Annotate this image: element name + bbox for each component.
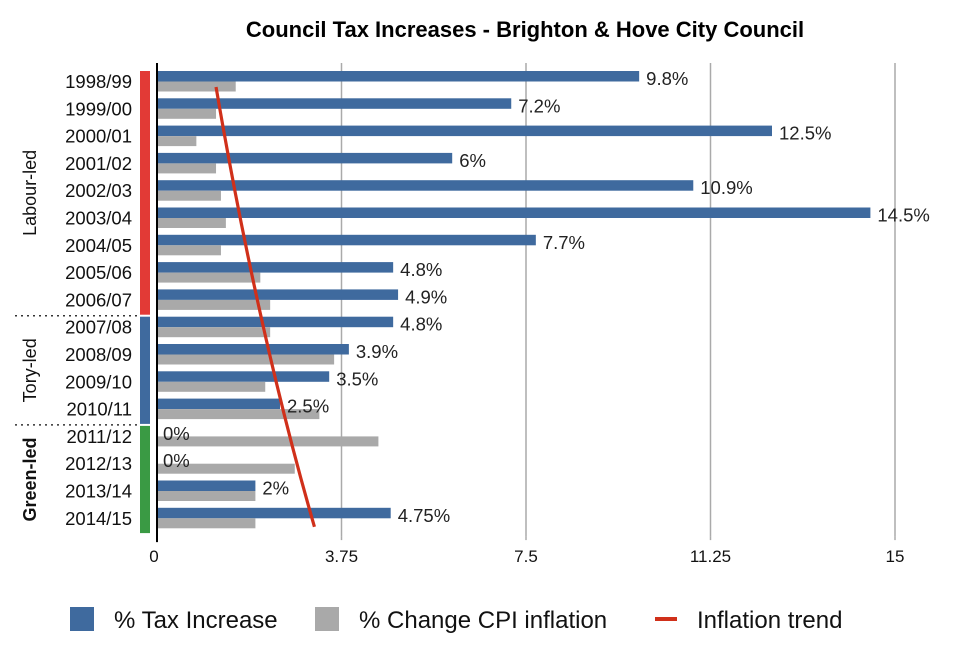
cpi-inflation-bar: [157, 463, 295, 474]
group-color-bar: [140, 71, 150, 315]
category-label: 2011/12: [67, 426, 133, 447]
category-label: 2002/03: [65, 180, 132, 201]
legend-swatch: [315, 607, 339, 631]
axes: [156, 63, 896, 543]
data-label: 7.7%: [543, 232, 585, 253]
cpi-inflation-bar: [157, 518, 256, 529]
x-tick-label: 15: [886, 547, 905, 566]
cpi-inflation-bar: [157, 245, 221, 256]
cpi-inflation-bar: [157, 327, 271, 338]
group-label: Labour-led: [20, 150, 40, 236]
data-label: 2.5%: [287, 396, 329, 417]
data-label: 0%: [163, 423, 190, 444]
tax-increase-bar: [157, 180, 694, 191]
tax-increase-bar: [157, 398, 280, 410]
group-label: Tory-led: [20, 338, 40, 402]
data-label: 14.5%: [877, 205, 929, 226]
tax-increase-bar: [157, 507, 391, 519]
chart-title: Council Tax Increases - Brighton & Hove …: [246, 17, 804, 42]
category-label: 2013/14: [65, 481, 132, 502]
data-label: 12.5%: [779, 123, 831, 144]
cpi-inflation-bar: [157, 354, 335, 365]
cpi-inflation-bar: [157, 190, 221, 201]
data-label: 3.9%: [356, 341, 398, 362]
category-label: 2006/07: [65, 289, 132, 310]
category-label: 2008/09: [65, 344, 132, 365]
group-color-bar: [140, 316, 150, 424]
category-label: 1999/00: [65, 98, 132, 119]
category-label: 2007/08: [65, 317, 132, 338]
category-label: 2004/05: [65, 235, 132, 256]
legend-item: % Change CPI inflation: [315, 607, 607, 634]
category-label: 2010/11: [67, 399, 133, 420]
bars: [157, 71, 871, 529]
tax-increase-bar: [157, 371, 330, 382]
data-label: 10.9%: [700, 177, 752, 198]
tax-increase-bar: [157, 234, 536, 246]
cpi-inflation-bar: [157, 436, 379, 447]
category-label: 2009/10: [65, 371, 132, 392]
trend-line-group: [214, 86, 316, 528]
tax-increase-bar: [157, 207, 871, 218]
category-label: 2005/06: [65, 262, 132, 283]
cpi-inflation-bar: [157, 81, 236, 92]
data-label: 6%: [459, 150, 486, 171]
cpi-inflation-bar: [157, 163, 217, 174]
x-tick-label: 11.25: [690, 547, 731, 566]
cpi-inflation-bar: [157, 272, 261, 283]
legend-label: Inflation trend: [697, 607, 842, 634]
data-label: 4.8%: [400, 259, 442, 280]
data-label: 2%: [262, 478, 289, 499]
tax-increase-bar: [157, 98, 512, 109]
data-label: 7.2%: [518, 95, 560, 116]
legend-swatch: [70, 607, 94, 631]
legend-item: Inflation trend: [655, 607, 842, 634]
category-label: 2014/15: [65, 508, 132, 529]
x-tick-label: 0: [149, 547, 158, 566]
data-label: 4.75%: [398, 505, 450, 526]
data-labels: 9.8% 7.2% 12.5% 6% 10.9% 14.5% 7.7% 4.8% 4.9% 4.8…: [163, 68, 930, 526]
group-color-bar: [140, 425, 150, 534]
legend-label: % Tax Increase: [114, 607, 278, 634]
category-label: 1998/99: [65, 71, 132, 92]
data-label: 4.8%: [400, 314, 442, 335]
tax-increase-bar: [157, 71, 640, 82]
x-tick-label: 7.5: [514, 547, 538, 566]
category-label: 2001/02: [65, 153, 132, 174]
cpi-inflation-bar: [157, 491, 256, 501]
tax-increase-bar: [157, 316, 394, 328]
legend-line-swatch: [655, 617, 677, 621]
category-label: 2012/13: [65, 453, 132, 474]
cpi-inflation-bar: [157, 136, 197, 147]
group-annotations: Labour-led Tory-led Green-led: [15, 71, 150, 534]
tax-increase-bar: [157, 344, 349, 355]
tax-increase-bar: [157, 480, 256, 491]
data-label: 3.5%: [336, 368, 378, 389]
cpi-inflation-bar: [157, 299, 271, 310]
tax-increase-bar: [157, 152, 453, 164]
cpi-inflation-bar: [157, 218, 226, 228]
tax-increase-bar: [157, 289, 399, 300]
category-labels: 1998/99 1999/00 2000/01 2001/02 2002/03 2003/…: [65, 71, 132, 529]
data-label: 4.9%: [405, 286, 447, 307]
legend-item: % Tax Increase: [70, 607, 278, 634]
cpi-inflation-bar: [157, 409, 320, 420]
legend: % Tax Increase % Change CPI inflation Infl…: [70, 607, 842, 634]
group-label: Green-led: [20, 437, 40, 521]
category-label: 2003/04: [65, 208, 132, 229]
legend-label: % Change CPI inflation: [359, 607, 607, 634]
tax-increase-bar: [157, 262, 394, 273]
cpi-inflation-bar: [157, 108, 217, 119]
data-label: 0%: [163, 450, 190, 471]
x-tick-labels: 0 3.75 7.5 11.25 15: [149, 547, 904, 566]
x-tick-label: 3.75: [325, 547, 358, 566]
inflation-trend-line: [214, 86, 316, 528]
tax-increase-bar: [157, 125, 772, 137]
cpi-inflation-bar: [157, 381, 266, 392]
category-label: 2000/01: [65, 126, 132, 147]
data-label: 9.8%: [646, 68, 688, 89]
